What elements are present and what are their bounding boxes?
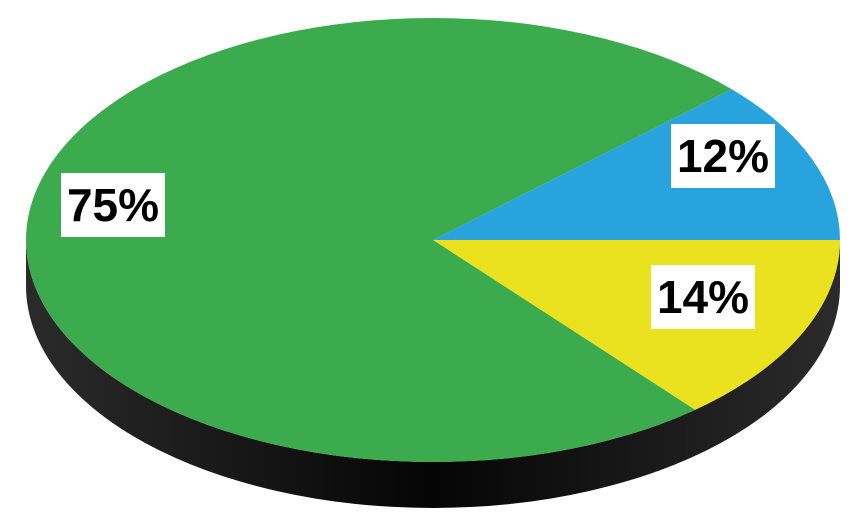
pie-label-12: 12% bbox=[671, 124, 775, 188]
pie-label-box bbox=[651, 265, 755, 329]
pie-label-box bbox=[61, 173, 165, 237]
pie-slice-75 bbox=[26, 17, 732, 462]
pie-label-14: 14% bbox=[651, 265, 755, 329]
pie-label-text: 14% bbox=[657, 271, 749, 323]
pie-label-75: 75% bbox=[61, 173, 165, 237]
pie-label-text: 75% bbox=[67, 179, 159, 231]
pie-side-edge bbox=[26, 240, 840, 508]
pie-label-text: 12% bbox=[677, 130, 769, 182]
pie-edge bbox=[26, 240, 840, 508]
pie-label-box bbox=[671, 124, 775, 188]
pie-slices bbox=[26, 17, 840, 462]
pie-labels: 75% 14% 12% bbox=[61, 124, 775, 329]
